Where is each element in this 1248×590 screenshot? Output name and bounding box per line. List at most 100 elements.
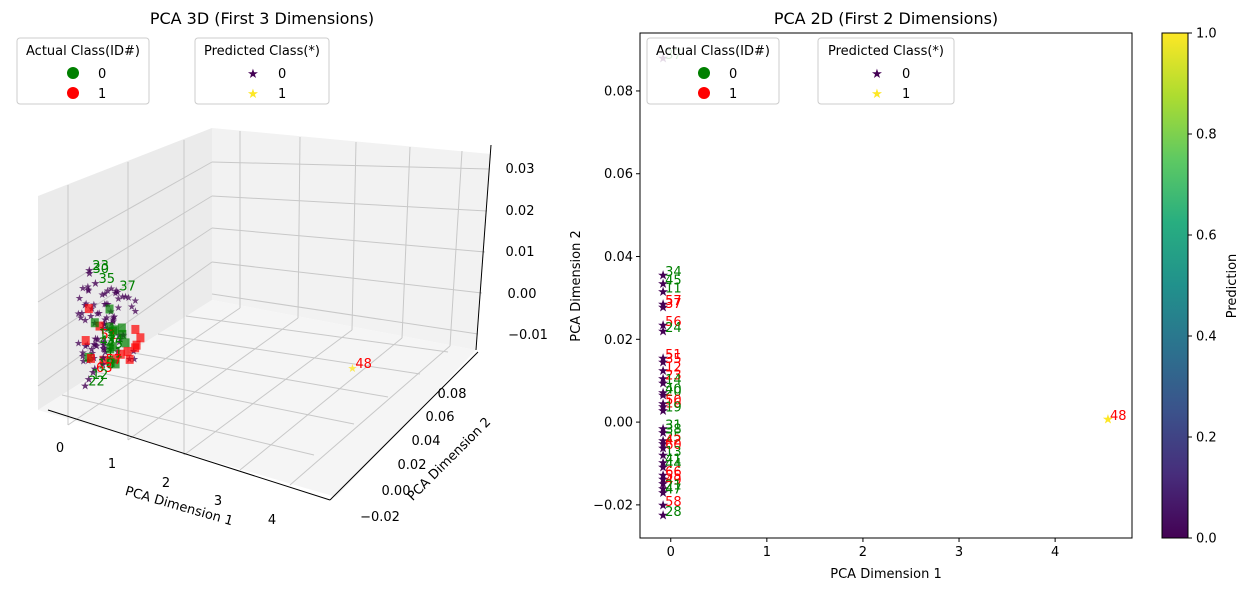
pca-3d-cluster-label-blob [106, 358, 115, 368]
pca-2d-point-marker: ★ [657, 473, 669, 488]
pca-2d-point-label: 40 [665, 382, 682, 397]
pca-3d-cluster-marker: ★ [109, 313, 118, 324]
legend-title: Predicted Class(*) [204, 44, 320, 59]
pca-3d-cluster-marker: ★ [83, 282, 92, 293]
pca-3d-cluster-marker: ★ [101, 289, 110, 300]
pca-2d-points: ★37★34★45★11★57★37★56★24★51★35★12★23★14★… [657, 48, 1126, 524]
pca-3d-cluster-label-blob [118, 329, 127, 339]
pca-3d-cluster-marker: ★ [91, 341, 100, 352]
legend-marker-pred-0: ★ [247, 67, 259, 82]
pca-3d-cluster-label-blob [123, 346, 132, 356]
colorbar-gradient [1161, 32, 1189, 539]
pca-3d-cluster-marker: ★ [100, 319, 109, 330]
pca-2d-point-label: 38 [665, 422, 682, 437]
pca-3d-legend-actual: Actual Class(ID#) 0 1 [16, 37, 150, 105]
legend-marker-pred-0: ★ [871, 67, 883, 82]
legend-label: 0 [278, 67, 286, 82]
colorbar-tick-label: 0.6 [1196, 229, 1217, 244]
pca-3d-xtick: 0 [56, 441, 64, 456]
pca-3d-cluster-marker: ★ [75, 294, 84, 305]
pca-3d-point-marker: ★ [99, 339, 109, 352]
pca-3d-point-marker: ★ [99, 342, 109, 355]
pca-3d-cluster-label-blob [131, 324, 140, 334]
pca-3d-cluster-marker: ★ [130, 355, 139, 366]
pca-3d-legend-predicted: Predicted Class(*) ★ 0 ★ 1 [194, 37, 330, 105]
pca-3d-point-label: 34 [107, 334, 124, 349]
pca-3d-point-label: 37 [119, 280, 136, 295]
pca-2d-point-label: 11 [665, 282, 682, 297]
pca-2d-point-label: 57 [665, 294, 682, 309]
pca-3d-cluster-marker: ★ [79, 356, 88, 367]
pca-3d-cluster-marker: ★ [84, 285, 93, 296]
pca-3d-cluster-marker: ★ [83, 340, 92, 351]
pca-3d-cluster-marker: ★ [115, 337, 124, 348]
pca-2d-point-label: 42 [665, 434, 682, 449]
pca-3d-xtick: 1 [108, 457, 116, 472]
pca-3d-ztick: 0.03 [506, 162, 535, 177]
pca-3d-cluster-marker: ★ [76, 313, 85, 324]
pca-3d-point-marker: ★ [92, 340, 102, 353]
colorbar-tick-label: 0.0 [1196, 532, 1217, 547]
legend-marker-actual-1 [67, 87, 79, 99]
pca-3d-cluster-marker: ★ [114, 303, 123, 314]
pca-2d-point-label: 44 [665, 457, 682, 472]
pca-3d-cluster-label-blob [111, 359, 120, 369]
pca-3d-point-label: 57 [106, 353, 123, 368]
pca-3d-point-marker: ★ [347, 362, 357, 375]
legend-marker-actual-0 [67, 67, 79, 79]
pca-3d-point-marker: ★ [91, 277, 101, 290]
pca-2d-point-label: 31 [665, 418, 682, 433]
pca-2d-point-marker: ★ [657, 426, 669, 441]
pca-2d-point-marker: ★ [657, 318, 669, 333]
pca-2d-point-label: 60 [665, 438, 682, 453]
pca-2d-point-label: 56 [665, 315, 682, 330]
pca-2d-legend-predicted: Predicted Class(*) ★ 0 ★ 1 [817, 37, 955, 105]
pca-3d-cluster-marker: ★ [101, 315, 110, 326]
pca-3d-point-label: 63 [96, 361, 113, 376]
pca-3d-cluster-marker: ★ [93, 309, 102, 320]
pca-2d-point-marker: ★ [657, 486, 669, 501]
pca-3d-point-label: 30 [92, 262, 109, 277]
pca-2d-point-marker: ★ [657, 285, 669, 300]
pca-2d-point-label: 25 [665, 431, 682, 446]
legend-title: Actual Class(ID#) [26, 44, 140, 59]
pca-2d-point-marker: ★ [657, 269, 669, 284]
pca-2d-xtick-label: 0 [667, 545, 675, 560]
pca-2d-point-marker: ★ [1102, 412, 1114, 427]
pca-2d-point-marker: ★ [657, 386, 669, 401]
pca-3d-cluster-label-blob [81, 336, 90, 346]
pca-2d-title: PCA 2D (First 2 Dimensions) [774, 9, 998, 28]
pca-2d-point-label: 51 [665, 348, 682, 363]
pca-3d-point-label: 12 [92, 368, 109, 383]
legend-marker-actual-1 [698, 87, 710, 99]
pca-2d-point-marker: ★ [657, 482, 669, 497]
pca-2d-point-marker: ★ [657, 509, 669, 524]
pca-3d-ztick: −0.01 [508, 328, 548, 343]
pca-3d-cluster-marker: ★ [103, 286, 112, 297]
legend-label: 1 [902, 87, 910, 102]
pca-3d-back-pane [212, 128, 491, 350]
pca-3d-cluster-marker: ★ [95, 308, 104, 319]
pca-2d-point-marker: ★ [657, 456, 669, 471]
pca-3d-cluster-marker: ★ [86, 312, 95, 323]
pca-3d-point-marker: ★ [93, 333, 103, 346]
pca-3d-cluster-marker: ★ [131, 306, 140, 317]
pca-2d-point-label: 21 [665, 478, 682, 493]
pca-2d-point-label: 20 [665, 385, 682, 400]
pca-3d-cluster-marker: ★ [102, 313, 111, 324]
pca-3d-point-marker: ★ [90, 363, 100, 376]
pca-2d-point-marker: ★ [657, 351, 669, 366]
pca-3d-cluster-marker: ★ [100, 345, 109, 356]
pca-3d-cluster-marker: ★ [100, 320, 109, 331]
pca-2d-ylabel: PCA Dimension 2 [569, 230, 584, 341]
pca-2d-point-label: 13 [665, 445, 682, 460]
pca-3d-point-marker: ★ [98, 358, 108, 371]
pca-3d-left-pane [38, 128, 212, 410]
pca-2d-point-label: 24 [665, 321, 682, 336]
pca-2d-xtick-label: 4 [1051, 545, 1059, 560]
pca-2d-point-marker: ★ [657, 441, 669, 456]
pca-2d-point-label: 12 [665, 360, 682, 375]
pca-3d-cluster-label-blob [117, 323, 126, 333]
pca-2d-point-label: 45 [665, 273, 682, 288]
pca-2d-point-label: 55 [665, 469, 682, 484]
